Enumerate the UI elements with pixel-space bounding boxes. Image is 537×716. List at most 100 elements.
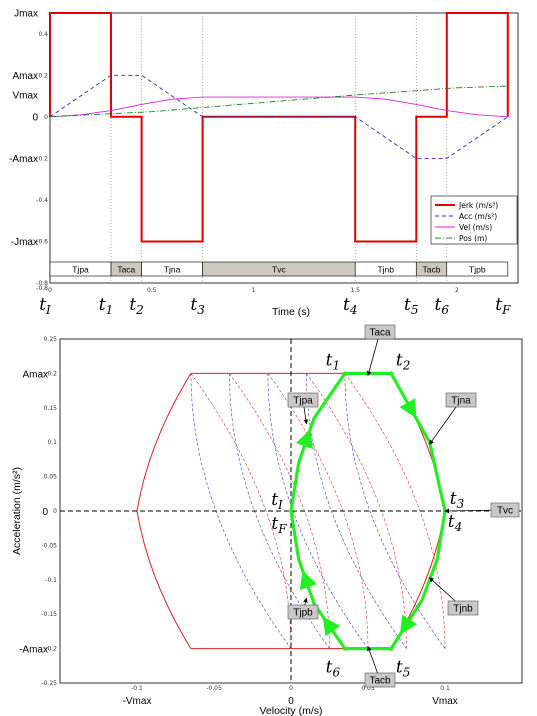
phase-label-taca: Taca <box>117 265 135 275</box>
y-tick-label-time: 0.4 <box>38 31 48 38</box>
trajectory-vertex <box>342 646 347 651</box>
phase-point-label-i: tI <box>271 490 283 512</box>
trajectory-direction-arrow <box>322 616 341 637</box>
trajectory-direction-arrow <box>295 429 313 450</box>
y-tick-label-phase: 0.05 <box>44 474 58 481</box>
legend-box <box>430 195 518 245</box>
x-tick-label-phase: -0.05 <box>206 685 222 692</box>
y-level-label-neg-amax: -Amax <box>9 154 38 165</box>
y-tick-label-phase: -0.25 <box>41 680 57 687</box>
phase-point-label-f: tF <box>271 514 287 536</box>
phase-point-label-4: t4 <box>448 512 462 534</box>
y-tick-label-phase: -0.2 <box>45 646 57 653</box>
y-level-label-neg-jmax: -Jmax <box>11 237 38 248</box>
callout-label-tjpa: Tjpa <box>293 396 313 407</box>
y-tick-label-time: -0.4 <box>36 197 48 204</box>
legend-label: Vel (m/s) <box>459 223 492 232</box>
callout-box-taca <box>364 324 396 340</box>
series-line-pos <box>49 85 508 118</box>
y-level-label-phase-amax: Amax <box>22 369 48 380</box>
phase-point-label-2: t2 <box>396 350 410 372</box>
time-instant-label-6: t6 <box>435 295 450 317</box>
x-tick-label-time: 0 <box>48 287 52 294</box>
y-tick-label-phase: 0.2 <box>47 370 57 377</box>
x-tick-label-time: 1.5 <box>350 287 360 294</box>
phase-point-label-1: t1 <box>326 350 340 372</box>
time-instant-label-4: t4 <box>343 295 357 317</box>
y-tick-label-phase: -0.15 <box>41 611 57 618</box>
callout-label-tacb: Tacb <box>369 676 391 687</box>
grid-arc-blue <box>344 373 446 649</box>
x-axis-title-time: Time (s) <box>272 306 310 318</box>
y-tick-label-phase: 0.25 <box>44 336 58 343</box>
callout-label-tvc: Tvc <box>497 506 513 517</box>
callout-box-tjpa <box>287 392 319 408</box>
grid-arc-blue <box>306 373 407 649</box>
legend-label: Jerk (m/s³) <box>458 201 498 210</box>
callout-box-tvc <box>490 502 520 518</box>
y-tick-label-phase: 0.15 <box>44 405 58 412</box>
phase-cell-tjpb <box>446 261 509 277</box>
callout-box-tacb <box>364 672 396 688</box>
x-tick-label-phase: -0.1 <box>131 685 143 692</box>
boundary-left-top <box>136 373 192 512</box>
callout-label-tjnb: Tjnb <box>453 604 473 615</box>
legend-label: Pos (m) <box>459 234 487 243</box>
grid-arc-red <box>190 373 292 649</box>
trajectory-curve <box>289 371 447 651</box>
x-tick-label-phase: 0.1 <box>440 685 450 692</box>
phase-label-tjpa: Tjpa <box>72 265 89 275</box>
y-tick-label-phase: 0 <box>53 508 57 515</box>
phase-point-label-3: t3 <box>450 489 465 511</box>
x-tick-label-time: 0.5 <box>147 287 157 294</box>
y-tick-label-phase: -0.05 <box>41 542 57 549</box>
phase-label-tjpb: Tjpb <box>469 265 486 275</box>
time-instant-label-2: t2 <box>129 295 143 317</box>
y-level-label-vmax: Vmax <box>12 91 38 102</box>
callout-label-taca: Taca <box>369 328 391 339</box>
time-instant-label-i: tI <box>39 295 51 317</box>
y-tick-label-time: 0.2 <box>38 72 48 79</box>
x-tick-label-phase-zero: 0 <box>289 685 293 692</box>
y-tick-label-time-bottom: -0.8 <box>36 285 48 292</box>
x-tick-label-time: 2 <box>455 287 459 294</box>
callout-box-tjna <box>445 392 477 408</box>
phase-label-tjnb: Tjnb <box>377 265 394 275</box>
phase-point-label-6: t6 <box>326 658 341 680</box>
trajectory-vertex <box>342 371 347 376</box>
callout-box-tjnb <box>447 600 479 616</box>
y-tick-label-time: 0 <box>44 114 48 121</box>
y-tick-label-time: -0.6 <box>36 238 48 245</box>
x-axis-title-phase: Velocity (m/s) <box>259 705 322 716</box>
trajectory-direction-arrow <box>400 614 418 635</box>
y-level-label-amax: Amax <box>12 71 38 82</box>
time-instant-label-1: t1 <box>99 295 113 317</box>
y-level-label-phase-neg-amax: -Amax <box>19 645 48 656</box>
phase-point-label-5: t5 <box>396 658 410 680</box>
y-level-label-jmax: Jmax <box>14 9 38 20</box>
callout-label-tjna: Tjna <box>451 396 471 407</box>
y-level-label-0: 0 <box>32 112 38 123</box>
x-level-label-phase-neg-vmax: -Vmax <box>123 696 152 707</box>
time-instant-label-3: t3 <box>190 295 205 317</box>
callout-box-tjpb <box>287 604 319 620</box>
x-tick-label-time: 1 <box>252 287 256 294</box>
y-tick-label-phase: -0.1 <box>45 577 57 584</box>
trajectory-vertex <box>389 371 394 376</box>
phase-label-tjna: Tjna <box>164 265 181 275</box>
y-tick-label-time: -0.2 <box>36 155 48 162</box>
x-level-label-phase-vmax: Vmax <box>432 696 458 707</box>
trajectory-direction-arrow <box>299 570 317 591</box>
series-line-vel <box>49 96 508 118</box>
y-tick-label-phase: 0.1 <box>47 439 57 446</box>
time-instant-label-5: t5 <box>404 295 418 317</box>
callout-label-tjpb: Tjpb <box>293 608 313 619</box>
series-line-acc <box>49 74 509 159</box>
boundary-left-bottom <box>136 510 192 649</box>
trajectory-direction-arrow <box>399 398 417 419</box>
legend-label: Acc (m/s²) <box>459 212 497 221</box>
phase-label-tvc: Tvc <box>272 265 286 275</box>
y-tick-label-time: -0.8 <box>36 280 48 287</box>
callout-arrow-tjna <box>429 399 462 445</box>
